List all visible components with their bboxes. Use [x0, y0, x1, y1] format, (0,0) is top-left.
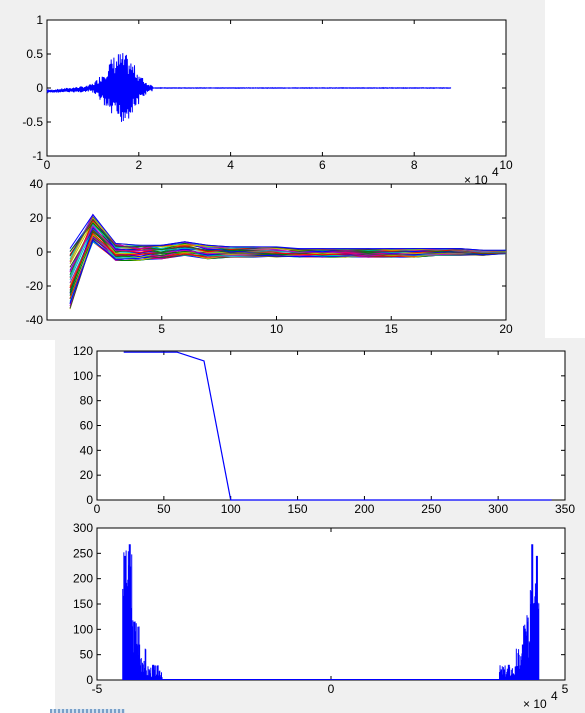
x-tick-label: 300 — [488, 502, 508, 516]
chart-3: 0 50 100 150 200 250 300 350 0 20 40 60 80 100 120 — [73, 344, 575, 516]
y-tick-label: 0 — [36, 81, 43, 95]
x-tick-label: 100 — [221, 502, 241, 516]
x-tick-label: 6 — [319, 158, 326, 172]
y-tick-label: -1 — [32, 149, 43, 163]
y-tick-label: 40 — [80, 443, 94, 457]
y-tick-label: 50 — [80, 648, 94, 662]
y-tick-label: 40 — [30, 177, 44, 191]
y-tick-label: 1 — [36, 13, 43, 27]
y-tick-label: -0.5 — [22, 115, 43, 129]
x-exponent-label: × 10 — [523, 697, 547, 711]
y-tick-label: 150 — [73, 597, 93, 611]
x-tick-label: -5 — [92, 682, 103, 696]
y-tick-label: 0.5 — [26, 47, 43, 61]
y-tick-label: 300 — [73, 521, 93, 535]
y-tick-label: 20 — [30, 211, 44, 225]
decay-line — [123, 351, 552, 501]
x-tick-label: 10 — [270, 322, 284, 336]
x-tick-label: 5 — [562, 682, 569, 696]
x-tick-label: 0 — [328, 682, 335, 696]
y-tick-label: 100 — [73, 622, 93, 636]
y-tick-label: 100 — [73, 369, 93, 383]
y-tick-label: 120 — [73, 344, 93, 358]
y-tick-label: 0 — [36, 245, 43, 259]
x-tick-label: 4 — [227, 158, 234, 172]
x-tick-label: 50 — [157, 502, 171, 516]
x-tick-label: 5 — [158, 322, 165, 336]
x-tick-label: 0 — [44, 158, 51, 172]
x-tick-label: 250 — [421, 502, 441, 516]
x-tick-label: 200 — [354, 502, 374, 516]
x-tick-label: 2 — [135, 158, 142, 172]
window-status-strip — [50, 709, 125, 713]
x-tick-label: 0 — [94, 502, 101, 516]
x-tick-label: 10 — [499, 158, 513, 172]
y-tick-label: 20 — [80, 468, 94, 482]
plot-area — [96, 527, 566, 681]
y-tick-label: 60 — [80, 419, 94, 433]
chart-2: 5 10 15 20 -40 -20 0 20 40 — [26, 177, 513, 336]
y-tick-label: 200 — [73, 572, 93, 586]
y-tick-label: -20 — [26, 279, 44, 293]
x-tick-label: 350 — [555, 502, 575, 516]
x-tick-label: 20 — [499, 322, 513, 336]
waveform-line — [46, 53, 452, 122]
plot-area — [96, 350, 566, 501]
y-tick-label: 0 — [86, 673, 93, 687]
chart-1: 0 2 4 6 8 10-1-0.500.51× 104 — [22, 13, 513, 187]
series-line — [69, 213, 506, 251]
y-tick-label: 250 — [73, 546, 93, 560]
x-exponent-power: 4 — [492, 165, 499, 179]
x-tick-label: 15 — [385, 322, 399, 336]
x-exponent-power: 4 — [551, 689, 558, 703]
y-tick-label: 0 — [86, 493, 93, 507]
y-tick-label: 80 — [80, 394, 94, 408]
y-tick-label: -40 — [26, 313, 44, 327]
x-tick-label: 8 — [411, 158, 418, 172]
x-tick-label: 150 — [288, 502, 308, 516]
